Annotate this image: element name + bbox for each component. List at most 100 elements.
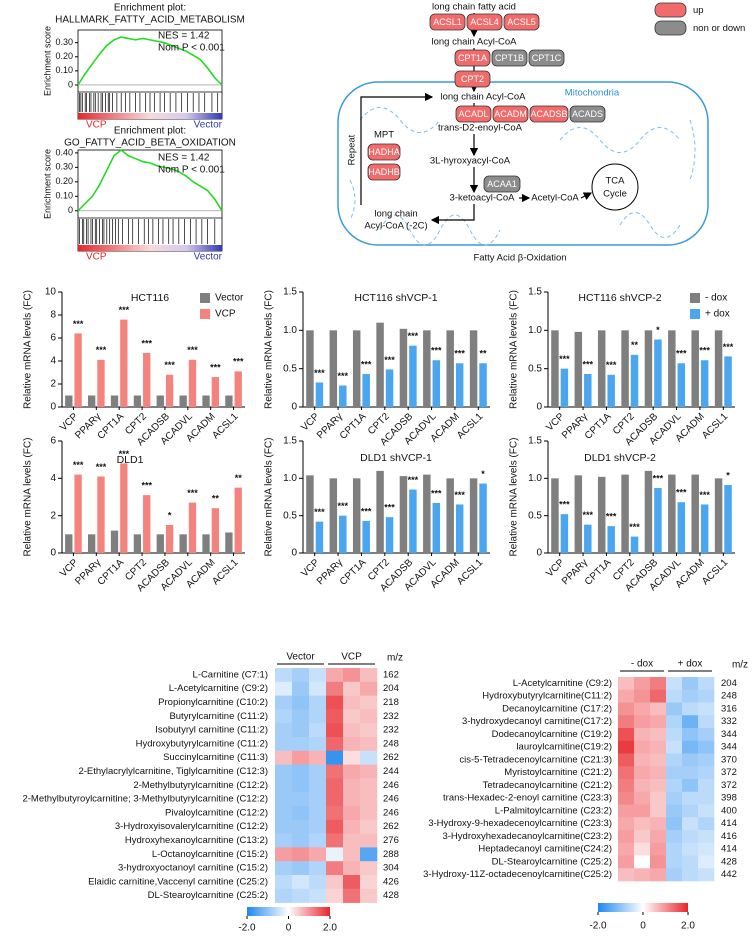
heat-cell [698, 740, 715, 754]
heat-cell [618, 779, 635, 793]
row-label: Succinylcarnitine (C11:3) [163, 752, 268, 763]
bar [607, 374, 615, 407]
y-tick-label: 6 [50, 333, 56, 344]
heat-cell [698, 817, 715, 831]
group-label: VCP [341, 652, 362, 663]
heat-cell [275, 833, 293, 848]
mz-value: 276 [383, 835, 399, 846]
mz-value: 414 [721, 844, 737, 855]
metabolite: 3L-hyroxyacyl-CoA [430, 156, 511, 167]
heat-cell [326, 750, 344, 765]
bar [306, 475, 314, 553]
heat-cell [292, 723, 310, 738]
mz-value: 372 [721, 767, 737, 778]
enzyme-label: CPT1A [458, 53, 487, 63]
heat-cell [650, 791, 667, 805]
heat-cell [618, 766, 635, 780]
bar [399, 476, 408, 553]
colorbar-label: 0 [640, 921, 646, 932]
heat-cell [666, 830, 683, 844]
bar [74, 333, 82, 407]
row-label: L-Palmitoylcarnitine (C23:2) [495, 805, 612, 816]
mz-value: 204 [383, 683, 399, 694]
heat-cell [292, 778, 310, 793]
bar [352, 478, 361, 553]
bar [97, 359, 105, 407]
heat-cell [326, 668, 344, 683]
bar [156, 395, 164, 407]
heat-cell [634, 817, 651, 831]
y-tick-label: 1.0 [528, 473, 542, 484]
x-tick-label: ACSL1 [455, 557, 485, 587]
heat-cell [618, 842, 635, 856]
bar [644, 330, 653, 407]
heat-cell [292, 847, 310, 862]
bar [455, 504, 464, 553]
significance: *** [187, 488, 198, 498]
heat-cell [666, 779, 683, 793]
heat-cell [275, 888, 293, 903]
enzyme-label: ACADS [572, 109, 603, 119]
heat-cell [275, 737, 293, 752]
heat-cell [618, 715, 635, 729]
heat-cell [309, 681, 327, 696]
heat-cell [634, 766, 651, 780]
bar [654, 339, 662, 407]
enzyme-label: CPT1B [495, 53, 524, 63]
bar [432, 360, 441, 407]
bar [469, 330, 478, 407]
heat-cell [275, 861, 293, 876]
significance: *** [653, 473, 664, 483]
heat-cell [360, 833, 378, 848]
heat-cell [360, 681, 378, 696]
significance: ** [631, 340, 639, 350]
y-tick-label: 0.10 [55, 65, 73, 75]
chart-title: DLD1 [117, 454, 144, 466]
heat-cell [698, 702, 715, 716]
significance: *** [699, 346, 710, 356]
heat-cell [275, 750, 293, 765]
mz-value: 426 [383, 876, 399, 887]
significance: *** [559, 500, 570, 510]
y-tick-label: 0.5 [283, 363, 297, 374]
x-tick-label: ACSL1 [455, 411, 485, 441]
heat-cell [309, 695, 327, 710]
heat-cell [618, 689, 635, 703]
cristae [349, 107, 696, 246]
row-label: Decanoylcarnitine (C17:2) [502, 703, 612, 714]
enzyme-box [454, 49, 491, 67]
enzyme-box [367, 163, 401, 181]
y-tick-label: 0 [50, 402, 56, 413]
bar [65, 534, 73, 553]
significance: *** [408, 475, 419, 485]
x-tick-label: ACSL1 [700, 411, 730, 441]
heat-cell [618, 702, 635, 716]
y-axis-label: Relative mRNA levels (FC) [509, 438, 520, 557]
bar [329, 330, 338, 407]
mz-value: 372 [721, 780, 737, 791]
left-label: VCP [86, 252, 107, 263]
heat-cell [360, 888, 378, 903]
legend-swatch [200, 309, 210, 319]
row-label: Hydroxybutyrylcarnitine(C11:2) [482, 691, 612, 702]
bar [133, 395, 142, 407]
bar [133, 534, 142, 553]
heat-cell [343, 806, 361, 821]
heat-cell [292, 668, 310, 683]
bar [87, 395, 96, 407]
y-tick-label: 1.5 [528, 436, 542, 447]
y-tick-label: 4 [50, 473, 56, 484]
mz-value: 262 [383, 821, 399, 832]
bar [668, 474, 676, 553]
row-label: Heptadecanoyl carnitine(C24:2) [478, 844, 612, 855]
heat-cell [309, 778, 327, 793]
bar [446, 478, 454, 553]
mz-value: 428 [383, 890, 399, 901]
enzymes: ACSL1 ACSL4 ACSL5 CPT1A CPT1B CPT1C CPT2 ACADL A… [367, 13, 606, 193]
heat-cell [309, 819, 327, 834]
y-tick-label: 1.0 [283, 325, 297, 336]
enzyme-label: ACADM [494, 109, 527, 119]
heat-cell [326, 861, 344, 876]
row-label: lauroylcarnitine(C19:2) [516, 742, 612, 753]
legend-label: non or down [693, 23, 745, 34]
